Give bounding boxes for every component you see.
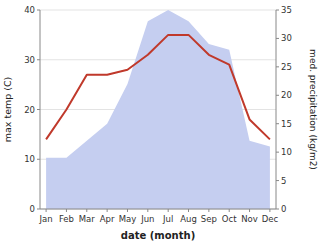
x-tick [188, 209, 189, 212]
x-tick [249, 209, 250, 212]
y2-tick-label: 20 [281, 90, 292, 100]
x-tick-label: May [119, 214, 137, 224]
x-axis-title: date (month) [121, 230, 195, 241]
x-tick [127, 209, 128, 212]
x-tick-label: Feb [59, 214, 74, 224]
x-tick-label: Jan [39, 214, 53, 224]
y2-axis-line [276, 10, 277, 209]
y2-tick [276, 38, 279, 39]
x-tick-label: Aug [180, 214, 197, 224]
x-tick [229, 209, 230, 212]
x-tick-label: Oct [222, 214, 237, 224]
x-tick-label: Dec [262, 214, 279, 224]
y2-tick [276, 180, 279, 181]
y2-tick-label: 5 [281, 176, 286, 186]
chart: JanFebMarAprMayJunJulAugSepOctNovDec0102… [0, 0, 318, 247]
y2-axis-title: med. precipitation (kg/m2) [308, 49, 318, 170]
y2-tick [276, 95, 279, 96]
x-axis-line [40, 209, 276, 210]
plot-area [46, 10, 270, 209]
x-tick-label: Mar [79, 214, 96, 224]
x-tick-label: Sep [201, 214, 217, 224]
grid-line [40, 209, 276, 210]
y2-tick-label: 0 [281, 204, 286, 214]
precipitation-area [46, 10, 270, 209]
temperature-line [46, 35, 270, 139]
y-tick-label: 20 [24, 105, 35, 115]
y-tick [37, 10, 40, 11]
y-tick [37, 59, 40, 60]
y-tick-label: 40 [24, 5, 35, 15]
axes: JanFebMarAprMayJunJulAugSepOctNovDec0102… [24, 5, 292, 224]
y-tick [37, 109, 40, 110]
y-tick-label: 10 [24, 154, 35, 164]
x-tick [107, 209, 108, 212]
x-tick-label: Jun [140, 214, 154, 224]
x-tick [208, 209, 209, 212]
y-axis-title: max temp (C) [2, 77, 13, 143]
x-tick [269, 209, 270, 212]
chart-container: JanFebMarAprMayJunJulAugSepOctNovDec0102… [0, 0, 318, 247]
x-tick [168, 209, 169, 212]
y2-tick [276, 10, 279, 11]
y2-tick [276, 152, 279, 153]
grid [40, 10, 276, 209]
grid-line [40, 10, 276, 11]
y2-tick-label: 30 [281, 33, 292, 43]
x-tick-label: Apr [100, 214, 115, 224]
y-tick-label: 0 [30, 204, 35, 214]
y2-tick-label: 35 [281, 5, 292, 15]
x-tick [86, 209, 87, 212]
x-tick [66, 209, 67, 212]
y2-tick-label: 15 [281, 119, 292, 129]
y2-tick [276, 123, 279, 124]
y2-tick [276, 209, 279, 210]
x-tick [46, 209, 47, 212]
x-tick-label: Nov [241, 214, 258, 224]
x-tick-label: Jul [162, 214, 173, 224]
y2-tick-label: 25 [281, 62, 292, 72]
y2-tick-label: 10 [281, 147, 292, 157]
y-tick [37, 159, 40, 160]
y-tick [37, 209, 40, 210]
y-tick-label: 30 [24, 55, 35, 65]
y2-tick [276, 66, 279, 67]
x-tick [147, 209, 148, 212]
